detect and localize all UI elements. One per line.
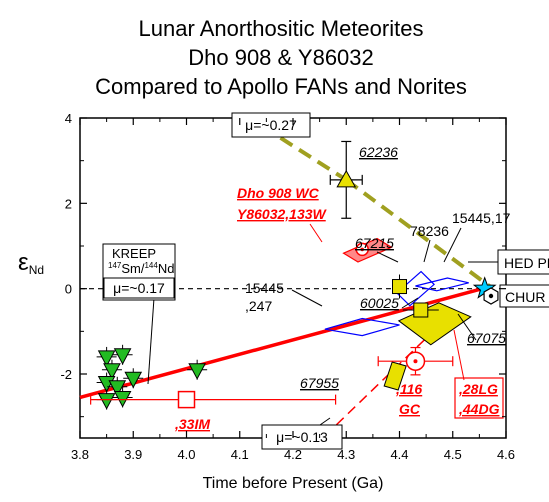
leader-60025 [401,297,419,309]
leader-67075 [457,313,477,341]
kreep-point-4 [124,371,143,389]
x-axis-label: Time before Present (Ga) [203,475,384,492]
y-tick-label-0: 4 [65,111,72,126]
title-line-3: Compared to Apollo FANs and Norites [95,74,467,99]
kreep-point-3 [103,363,121,380]
y-tick-label-1: 2 [65,196,72,211]
shape-67955 [383,361,407,391]
leader-28lg [453,329,465,381]
kreep-point-8 [113,390,132,408]
leader-kreep-box [147,297,155,385]
x-tick-label-6: 4.4 [390,447,408,462]
label-mu-017: μ=~0.17 [113,280,165,296]
mu-027-evolution-line-upper [260,124,348,182]
leader-15445-247 [291,289,323,307]
label-15445: 15445 [245,280,284,296]
label-62236: 62236 [359,144,398,160]
kreep-point-9 [188,363,206,380]
label-kreep: KREEP [112,246,156,261]
title-line-1: Lunar Anorthositic Meteorites [139,16,424,41]
x-tick-label-0: 3.8 [71,447,89,462]
mu-027-evolution-line [345,178,492,289]
label-y86032-133w: Y86032,133W [237,206,328,222]
x-tick-label-1: 3.9 [124,447,142,462]
label-60025: 60025 [360,295,399,311]
label-chur-box [499,284,549,308]
label-15445-17: 15445,17 [452,210,511,226]
x-tick-label-2: 4.0 [177,447,195,462]
label-78236: 78236 [410,223,449,239]
shape-15445-17 [415,277,469,292]
shape-78236 [395,270,435,307]
label-44dg: ,44DG [458,401,500,417]
label-mu-013: μ=~0.13 [276,429,328,445]
shape-15445-247 [324,317,400,337]
y-tick-label-2: 0 [65,282,72,297]
leader-dho-label [309,223,323,243]
kreep-point-1 [97,350,116,367]
x-tick-label-7: 4.5 [444,447,462,462]
label-67955: 67955 [300,375,339,391]
title-line-2: Dho 908 & Y86032 [188,45,374,70]
point-62236-marker [336,169,357,188]
point-y86032-dot [360,247,365,252]
mu-013-evolution-line [324,322,443,437]
x-tick-label-4: 4.2 [284,447,302,462]
leader-67215 [376,251,399,263]
label-dho-908-wc: Dho 908 WC [237,185,320,201]
y-axis-label-subscript: Nd [29,263,44,277]
kreep-point-7 [97,393,116,410]
label-247: ,247 [245,298,272,314]
label-hed-pb-box [497,249,549,275]
label-mu-027: μ=~0.27 [245,117,297,133]
kreep-point-6 [108,380,127,397]
point-33im-marker [177,390,196,409]
axes: 3.8 3.9 4.0 4.1 4.2 4.3 4.4 4.5 4.6 4 2 0 -2 Time bef… [18,111,515,492]
chart-title: Lunar Anorthositic Meteorites Dho 908 & Y… [95,16,467,99]
label-mu-027-box [231,112,311,138]
point-60025-marker [413,302,429,318]
leader-78236 [423,239,431,263]
kreep-point-2 [113,348,132,365]
x-tick-label-3: 4.1 [231,447,249,462]
label-116: ,116 [395,381,422,397]
leader-lines [147,223,498,435]
point-116gc-dot [413,359,418,364]
label-28lg-44dg-box [454,377,504,419]
label-hed-pb: HED PB [504,255,549,271]
label-gc: GC [399,401,421,417]
x-tick-label-8: 4.6 [497,447,515,462]
label-67215: 67215 [355,235,394,251]
data-shapes [324,237,472,391]
label-sm-nd: 147Sm/144Nd [108,261,174,276]
y-axis-label: εNd [18,249,44,277]
data-points [90,140,499,410]
point-67215-marker [392,279,407,295]
x-tick-label-5: 4.3 [337,447,355,462]
label-mu-013-box [261,424,343,450]
chur-hexagon-dot [488,293,494,299]
label-33im: ,33IM [174,416,210,432]
label-28lg: ,28LG [458,381,498,397]
leader-15445-17 [443,227,462,263]
label-67075: 67075 [467,330,506,346]
y-tick-label-3: -2 [60,367,72,382]
label-mu-017-box [103,277,175,299]
label-chur: CHUR [505,289,545,305]
